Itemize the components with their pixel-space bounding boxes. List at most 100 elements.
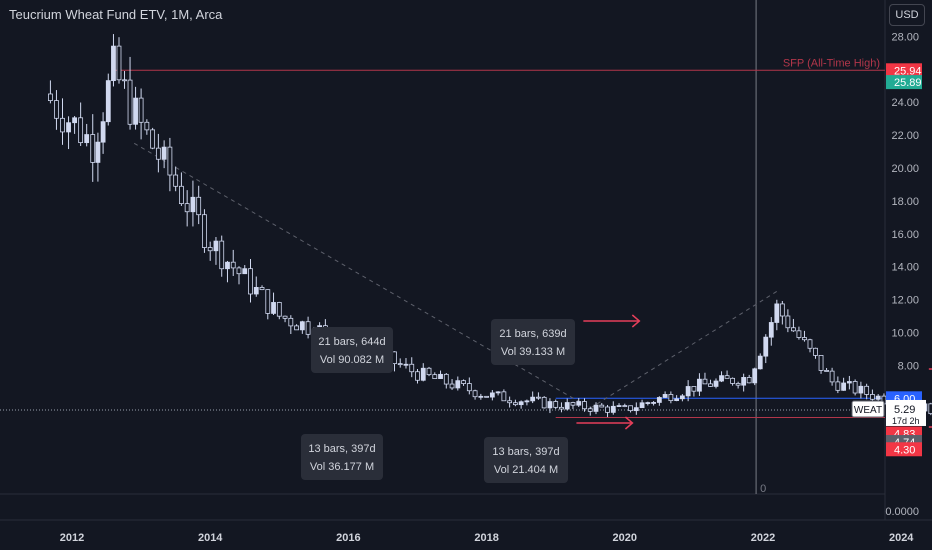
sfp-label: SFP (All-Time High) (783, 57, 880, 69)
symbol-tag (851, 400, 885, 418)
candle-body (190, 196, 196, 213)
candle-body (443, 373, 449, 385)
y-tick-label: 20.00 (891, 163, 919, 175)
candle-body (138, 97, 144, 123)
candle-body (426, 367, 432, 376)
y-tick-label: 18.00 (891, 196, 919, 208)
y-tick-label: 22.00 (891, 130, 919, 142)
candle-body (253, 287, 259, 295)
candle-body (616, 405, 622, 407)
measure-bars-text: 13 bars, 397d (308, 443, 375, 455)
candle-body (813, 347, 818, 356)
candle-body (54, 100, 59, 119)
candle-body (484, 395, 490, 398)
candle-body (768, 322, 774, 338)
candle-body (512, 402, 518, 406)
candle-body (472, 390, 478, 398)
candle-body (564, 402, 570, 410)
x-tick-label: 2016 (336, 532, 360, 544)
candle-body (730, 377, 735, 384)
y-tick-label: 0.0000 (885, 506, 919, 518)
candle-body (66, 122, 71, 133)
candle-body (796, 330, 802, 338)
candle-body (735, 383, 741, 386)
candle-body (582, 401, 587, 410)
measure-volume-text: Vol 21.404 M (494, 464, 558, 476)
countdown-text: 17d 2h (892, 416, 920, 426)
candle-body (536, 396, 541, 399)
chart-title: Teucrium Wheat Fund ETV, 1M, Arca (9, 7, 223, 22)
candle-body (403, 363, 409, 366)
candle-body (697, 378, 702, 392)
candle-body (489, 392, 495, 398)
y-tick-label: 16.00 (891, 229, 919, 241)
candle-body (461, 380, 466, 384)
y-tick-label: 14.00 (891, 262, 919, 274)
candle-body (167, 146, 173, 176)
y-tick-label: 10.00 (891, 328, 919, 340)
candle-body (276, 302, 282, 317)
x-tick-label: 2022 (751, 532, 775, 544)
candle-body (541, 396, 547, 409)
measure-volume-text: Vol 39.133 M (501, 346, 565, 358)
candle-body (757, 355, 763, 370)
candle-body (155, 147, 161, 160)
candle-body (852, 381, 858, 394)
candle-body (818, 355, 824, 371)
candle-body (420, 367, 426, 381)
candle-body (122, 79, 127, 82)
x-tick-label: 2024 (889, 532, 914, 544)
candle-body (639, 402, 645, 409)
candle-body (230, 261, 236, 269)
symbol-text: WEAT (854, 405, 882, 416)
candle-body (415, 371, 420, 381)
candle-body (668, 394, 674, 402)
trend-line (589, 290, 778, 409)
candle-body (858, 385, 864, 394)
candle-body (530, 396, 536, 402)
candle-body (116, 45, 122, 81)
candle-body (870, 394, 875, 400)
candle-body (72, 117, 77, 124)
measure-info-box (484, 437, 568, 483)
measure-bars-text: 21 bars, 644d (318, 336, 385, 348)
candle-body (161, 146, 167, 160)
candle-body (610, 405, 616, 413)
candle-body (466, 383, 472, 392)
candle-body (449, 383, 455, 389)
candle-body (576, 401, 582, 406)
candle-body (835, 381, 841, 391)
currency-button[interactable]: USD (889, 4, 925, 26)
measure-volume-text: Vol 36.177 M (310, 461, 374, 473)
candle-body (807, 339, 813, 349)
last-price-text: 5.29 (894, 404, 915, 416)
candle-body (78, 117, 84, 144)
candle-body (501, 391, 507, 402)
candle-body (202, 214, 207, 248)
candle-body (144, 121, 150, 131)
candle-body (547, 401, 553, 409)
candle-body (495, 391, 501, 394)
candle-body (438, 373, 443, 379)
candle-body (628, 405, 633, 412)
candle-body (802, 337, 807, 341)
candle-body (265, 289, 271, 314)
candle-body (674, 398, 680, 402)
candle-body (570, 402, 576, 406)
candle-body (196, 196, 202, 216)
candle-body (305, 321, 311, 335)
candle-body (785, 315, 791, 329)
arrow-head (631, 314, 641, 328)
measure-info-box (311, 327, 393, 373)
candle-body (713, 380, 719, 387)
candle-body (559, 406, 564, 410)
candle-body (685, 386, 691, 397)
candle-body (397, 363, 403, 366)
candle-body (524, 400, 530, 403)
candle-body (587, 408, 593, 412)
candle-body (455, 380, 461, 389)
candle-body (791, 327, 796, 332)
candle-body (184, 203, 190, 213)
candle-body (702, 378, 708, 385)
